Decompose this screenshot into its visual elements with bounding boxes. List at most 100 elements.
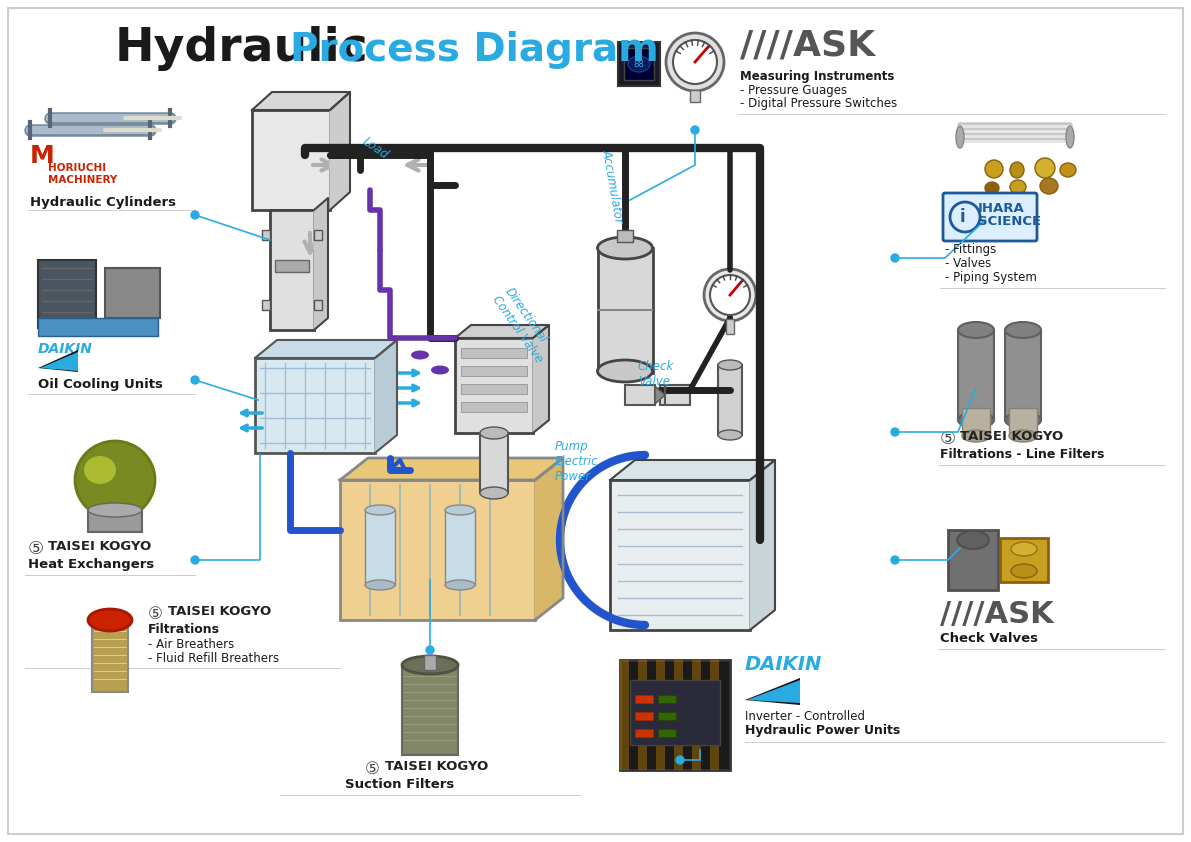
- Text: Load: Load: [360, 135, 391, 162]
- Bar: [635, 729, 653, 737]
- Text: Hydraulic Cylinders: Hydraulic Cylinders: [30, 196, 176, 209]
- Bar: [38, 260, 96, 328]
- Circle shape: [191, 556, 199, 564]
- Text: i: i: [959, 208, 965, 226]
- Bar: [598, 248, 653, 373]
- Circle shape: [191, 376, 199, 384]
- Ellipse shape: [1011, 564, 1037, 578]
- Bar: [625, 385, 655, 405]
- Bar: [255, 358, 375, 453]
- Polygon shape: [747, 680, 800, 703]
- Text: Filtrations: Filtrations: [148, 623, 220, 636]
- Ellipse shape: [431, 365, 449, 375]
- Circle shape: [426, 646, 434, 654]
- Ellipse shape: [962, 430, 990, 442]
- Ellipse shape: [75, 441, 155, 519]
- Text: DAIKIN: DAIKIN: [746, 655, 822, 674]
- Text: Measuring Instruments: Measuring Instruments: [740, 70, 894, 83]
- Text: TAISEI KOGYO: TAISEI KOGYO: [960, 430, 1064, 443]
- Text: Oil Cooling Units: Oil Cooling Units: [38, 378, 163, 391]
- Ellipse shape: [1040, 178, 1058, 194]
- Polygon shape: [746, 678, 800, 705]
- Ellipse shape: [88, 503, 142, 517]
- Bar: [630, 680, 721, 745]
- Bar: [727, 319, 734, 334]
- Bar: [480, 433, 509, 493]
- Bar: [958, 330, 994, 420]
- Bar: [445, 510, 475, 585]
- Bar: [692, 660, 701, 770]
- Bar: [621, 660, 629, 770]
- Ellipse shape: [666, 33, 724, 91]
- Ellipse shape: [480, 427, 509, 439]
- Bar: [618, 42, 660, 86]
- Bar: [718, 365, 742, 435]
- Text: ⑤: ⑤: [29, 540, 44, 558]
- Ellipse shape: [985, 182, 999, 194]
- Text: MACHINERY: MACHINERY: [48, 175, 117, 185]
- Bar: [455, 338, 534, 433]
- Circle shape: [891, 254, 899, 262]
- Polygon shape: [655, 386, 665, 404]
- Bar: [635, 712, 653, 720]
- Ellipse shape: [1066, 126, 1074, 148]
- Circle shape: [676, 756, 684, 764]
- Bar: [275, 260, 308, 272]
- Polygon shape: [610, 460, 775, 480]
- Bar: [657, 729, 676, 737]
- Text: Directional
Control Valve: Directional Control Valve: [490, 285, 559, 365]
- Bar: [948, 530, 998, 590]
- Circle shape: [891, 428, 899, 436]
- Polygon shape: [375, 340, 397, 453]
- Polygon shape: [314, 198, 328, 330]
- Ellipse shape: [1010, 162, 1024, 178]
- Ellipse shape: [445, 580, 475, 590]
- Ellipse shape: [411, 350, 429, 360]
- Bar: [424, 655, 436, 670]
- Polygon shape: [38, 350, 77, 372]
- Ellipse shape: [1060, 163, 1075, 177]
- Text: - Air Breathers: - Air Breathers: [148, 638, 235, 651]
- Bar: [690, 90, 700, 102]
- Bar: [710, 660, 719, 770]
- Text: ⑤: ⑤: [364, 760, 380, 778]
- Polygon shape: [534, 325, 549, 433]
- Bar: [38, 318, 158, 336]
- Polygon shape: [330, 92, 350, 210]
- Text: IHARA: IHARA: [978, 202, 1024, 215]
- Ellipse shape: [1005, 322, 1041, 338]
- Text: Hydraulic: Hydraulic: [116, 25, 369, 71]
- Ellipse shape: [1010, 180, 1025, 194]
- Ellipse shape: [673, 40, 717, 84]
- Text: - Fluid Refill Breathers: - Fluid Refill Breathers: [148, 652, 279, 665]
- Ellipse shape: [985, 160, 1003, 178]
- Text: Accumulator: Accumulator: [600, 148, 625, 224]
- Text: ////ASK: ////ASK: [940, 600, 1054, 629]
- Text: 88: 88: [634, 60, 644, 68]
- Bar: [339, 480, 535, 620]
- Ellipse shape: [704, 269, 756, 321]
- Polygon shape: [40, 352, 77, 371]
- Bar: [252, 110, 330, 210]
- Ellipse shape: [956, 126, 964, 148]
- Text: TAISEI KOGYO: TAISEI KOGYO: [385, 760, 488, 773]
- Bar: [270, 210, 314, 330]
- Bar: [461, 348, 526, 358]
- Bar: [403, 665, 459, 755]
- Ellipse shape: [1035, 158, 1055, 178]
- Ellipse shape: [950, 202, 980, 232]
- Ellipse shape: [958, 412, 994, 428]
- Ellipse shape: [598, 360, 653, 382]
- Ellipse shape: [958, 531, 989, 549]
- Text: ////ASK: ////ASK: [740, 28, 875, 62]
- Ellipse shape: [718, 360, 742, 370]
- Bar: [262, 300, 270, 310]
- Polygon shape: [255, 340, 397, 358]
- Text: M: M: [30, 144, 55, 168]
- Text: TAISEI KOGYO: TAISEI KOGYO: [168, 605, 272, 618]
- Ellipse shape: [1005, 412, 1041, 428]
- Ellipse shape: [958, 322, 994, 338]
- Ellipse shape: [88, 609, 132, 631]
- Bar: [461, 384, 526, 394]
- Ellipse shape: [718, 430, 742, 440]
